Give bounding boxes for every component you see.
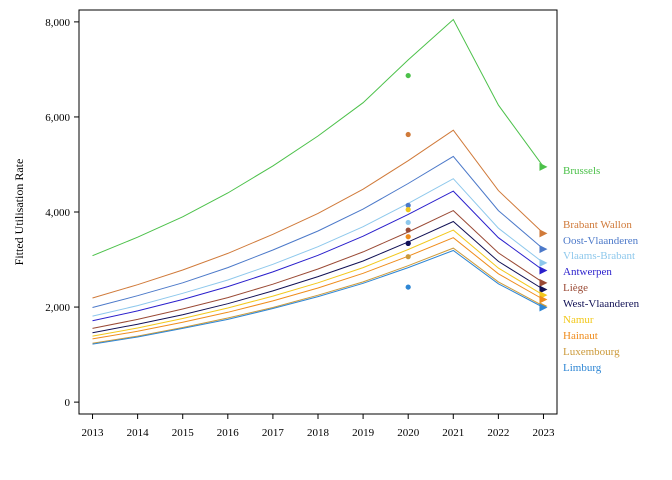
series-line	[92, 178, 544, 317]
point-2020	[405, 284, 411, 290]
x-tick-label: 2015	[172, 427, 195, 439]
legend-item: Oost-Vlaanderen	[563, 235, 639, 247]
point-2020	[405, 202, 411, 208]
series-line	[92, 18, 544, 257]
legend-item: Luxembourg	[563, 346, 620, 358]
y-axis-label: Fitted Utilisation Rate	[12, 159, 26, 266]
end-marker	[539, 285, 548, 294]
plot-frame	[78, 9, 558, 415]
legend-item: Limburg	[563, 362, 602, 374]
legend-item: Namur	[563, 314, 594, 326]
x-tick-label: 2019	[352, 427, 375, 439]
y-tick-label: 2,000	[45, 302, 70, 314]
x-tick-label: 2016	[217, 427, 240, 439]
end-marker	[539, 258, 548, 267]
end-marker	[539, 245, 548, 254]
end-marker	[539, 278, 548, 287]
series-line	[92, 247, 544, 344]
y-tick-label: 6,000	[45, 112, 70, 124]
y-tick-label: 4,000	[45, 207, 70, 219]
series-points-2020	[405, 72, 411, 290]
end-marker	[539, 162, 548, 171]
point-2020	[405, 131, 411, 138]
series-line	[92, 229, 544, 337]
legend-item: Brussels	[563, 165, 600, 177]
x-tick-label: 2021	[442, 427, 464, 439]
legend-item: Antwerpen	[563, 266, 612, 278]
legend-item: Brabant Wallon	[563, 219, 632, 231]
point-2020	[405, 227, 411, 233]
series-line	[92, 155, 544, 308]
legend-item: Vlaams-Brabant	[563, 250, 635, 262]
point-2020	[405, 207, 411, 213]
y-tick-label: 0	[65, 397, 71, 409]
series-line	[92, 190, 544, 322]
x-tick-label: 2018	[307, 427, 330, 439]
point-2020	[405, 240, 411, 246]
series-lines	[92, 18, 544, 345]
series-line	[92, 210, 544, 329]
x-tick-label: 2022	[487, 427, 509, 439]
x-tick-label: 2020	[397, 427, 420, 439]
legend-item: Liège	[563, 282, 588, 294]
series-end-markers	[539, 162, 548, 312]
series-line	[92, 249, 544, 345]
x-tick-label: 2013	[82, 427, 105, 439]
point-2020	[405, 234, 411, 240]
legend-item: West-Vlaanderen	[563, 298, 640, 310]
series-line	[92, 129, 544, 299]
y-axis: 0 2,000 4,000 6,000 8,000	[45, 17, 79, 409]
legend: Brussels Brabant Wallon Oost-Vlaanderen Vla…	[563, 165, 640, 374]
end-marker	[539, 266, 548, 275]
legend-item: Hainaut	[563, 330, 598, 342]
point-2020	[405, 254, 411, 260]
series-line	[92, 237, 544, 340]
y-tick-label: 8,000	[45, 17, 70, 29]
end-marker	[539, 295, 548, 304]
point-2020	[405, 219, 411, 226]
x-axis: 2013 2014 2015 2016 2017 2018 2019 2020 2021 2022…	[82, 414, 555, 439]
end-marker	[539, 229, 548, 238]
x-tick-label: 2014	[127, 427, 150, 439]
x-tick-label: 2023	[532, 427, 555, 439]
end-marker	[539, 303, 548, 312]
series-line	[92, 220, 544, 334]
x-tick-label: 2017	[262, 427, 285, 439]
point-2020	[405, 72, 411, 79]
